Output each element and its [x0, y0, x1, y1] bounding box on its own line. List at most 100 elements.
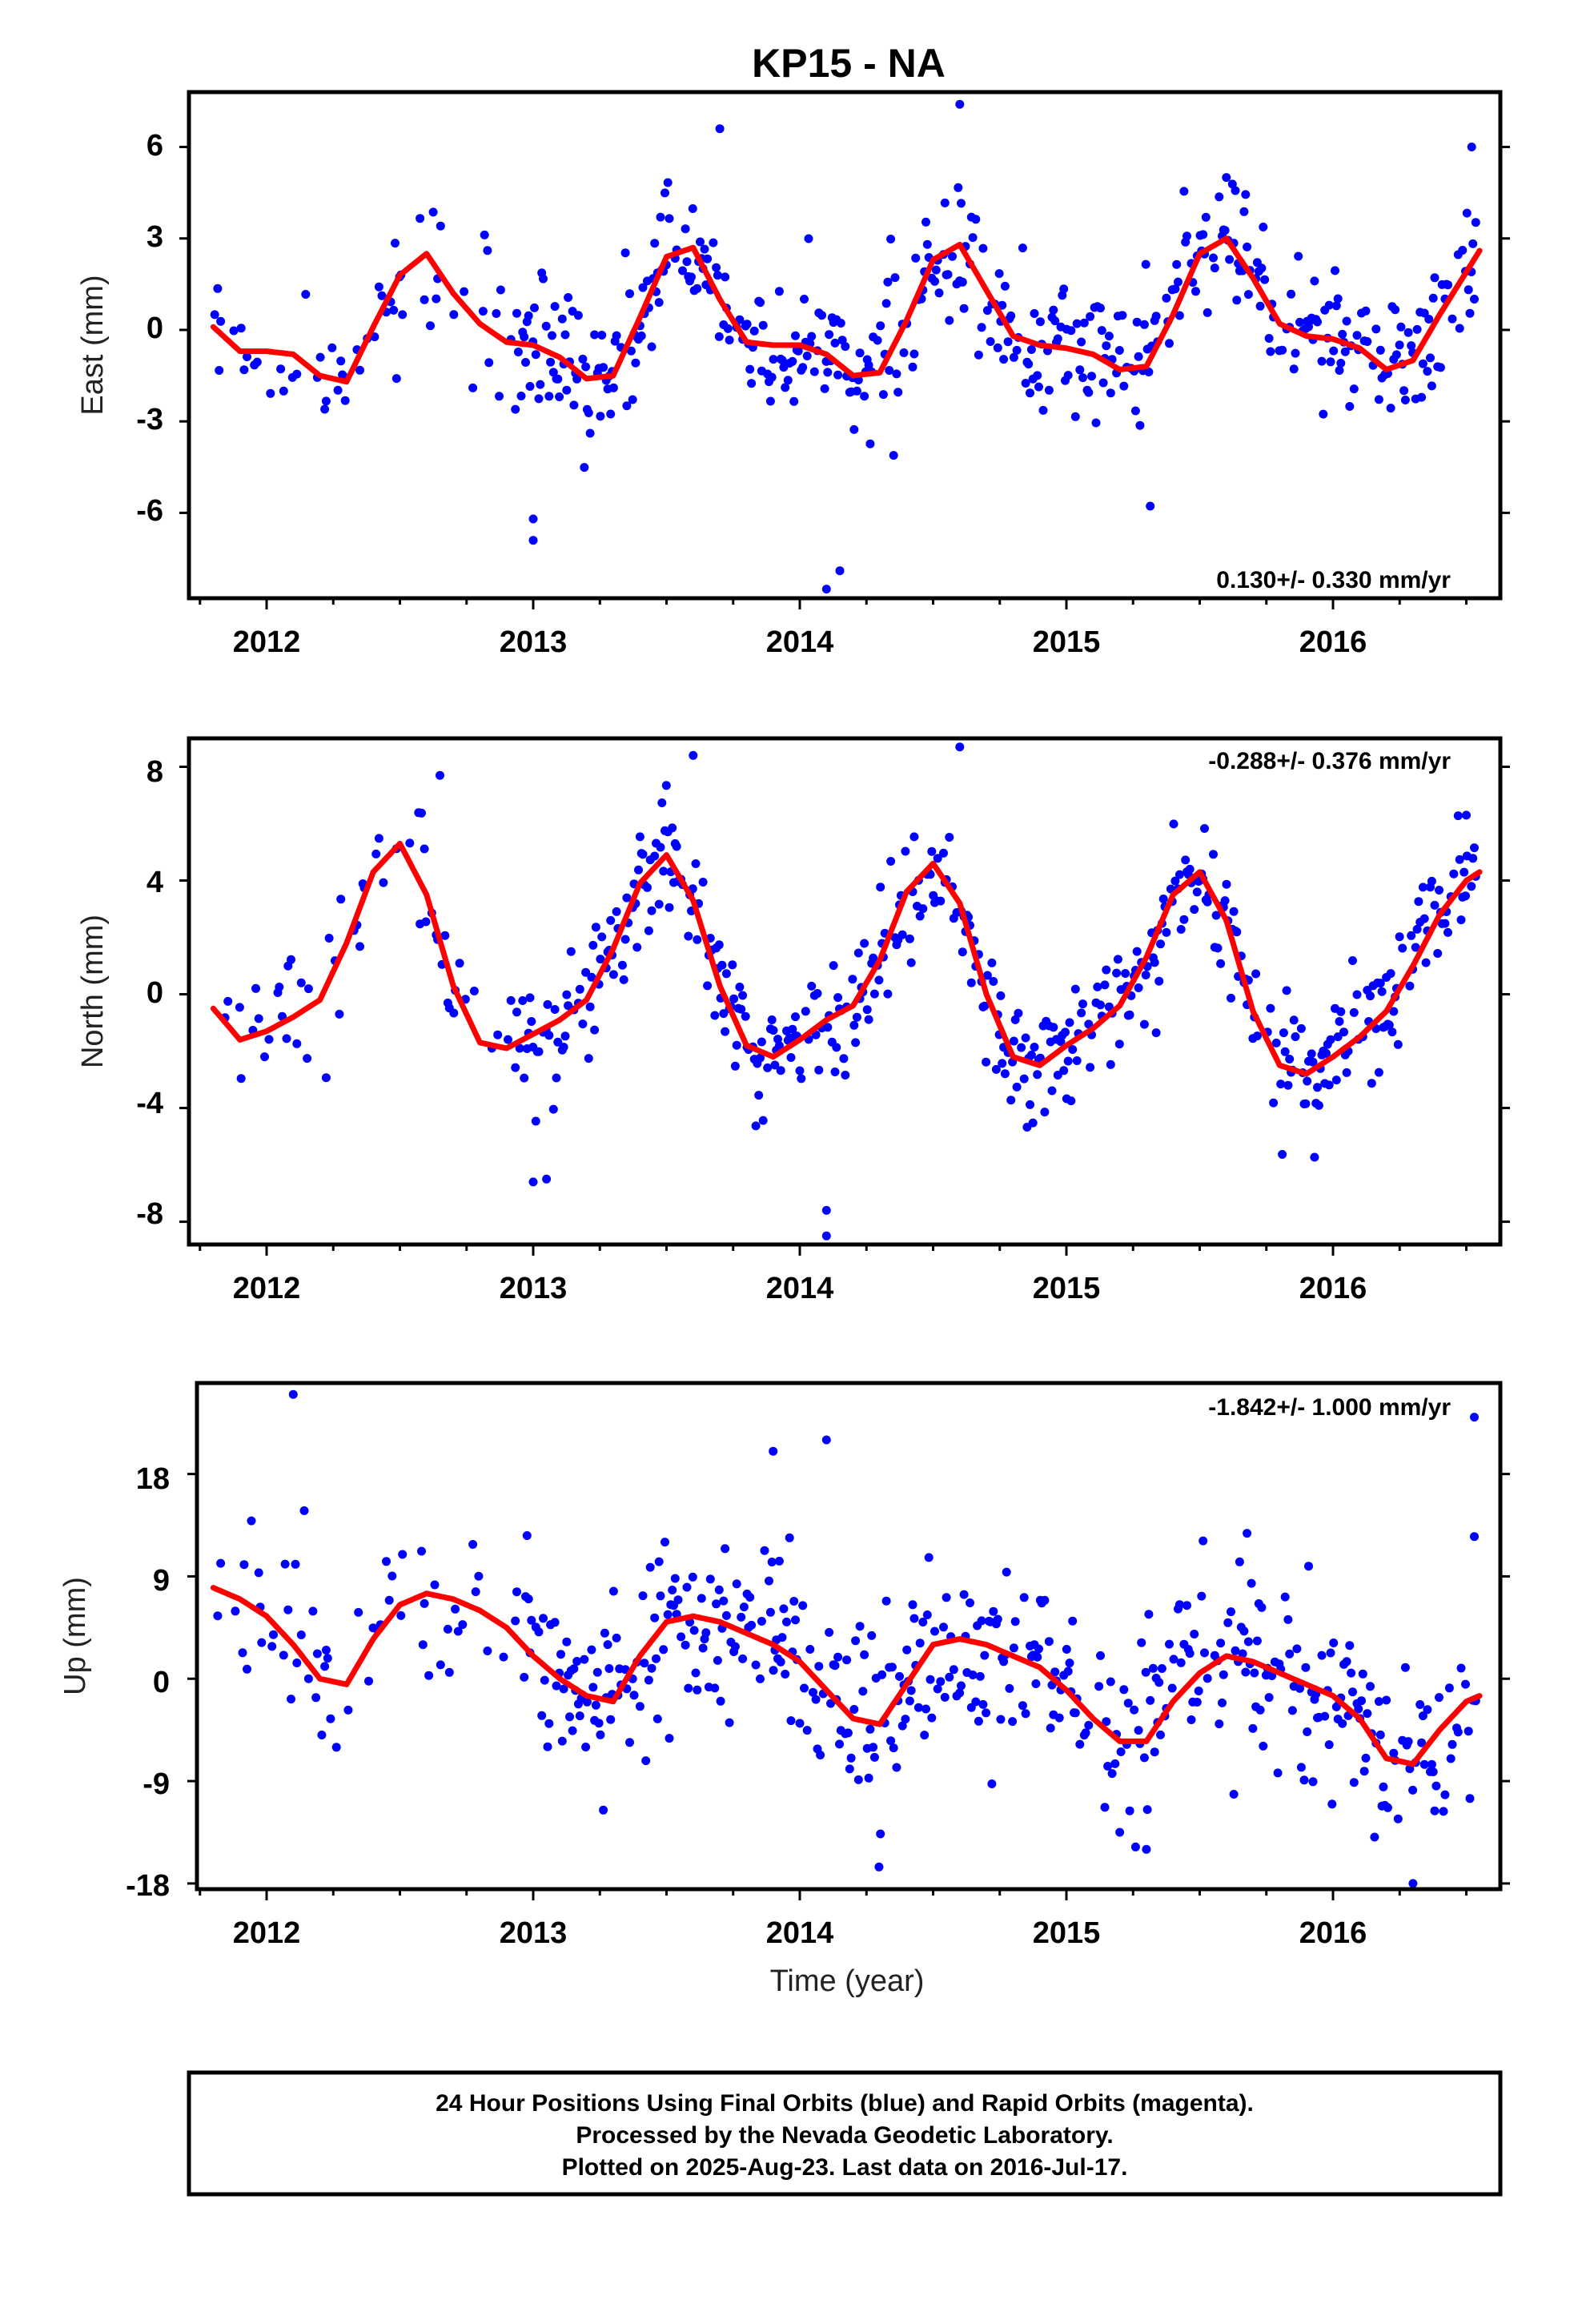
data-point: [1324, 1740, 1334, 1750]
data-point: [1336, 359, 1346, 368]
data-point: [1132, 317, 1142, 327]
data-point: [216, 316, 226, 326]
data-point: [769, 355, 778, 364]
data-point: [521, 358, 530, 367]
data-point: [1359, 1767, 1369, 1776]
data-point: [1391, 305, 1400, 315]
data-point: [239, 1560, 249, 1570]
up-y-tick-label: -18: [126, 1869, 170, 1903]
data-point: [757, 1617, 766, 1626]
data-point: [688, 204, 697, 213]
data-point: [1010, 1617, 1020, 1626]
data-point: [603, 1640, 612, 1650]
data-point: [687, 272, 696, 282]
data-point: [1313, 317, 1322, 327]
data-point: [876, 883, 885, 892]
data-point: [1348, 956, 1357, 965]
data-point: [924, 1553, 934, 1562]
data-point: [1123, 1699, 1133, 1708]
data-point: [1331, 1076, 1341, 1085]
data-point: [698, 878, 708, 887]
up-x-tick-labels: 2012 2013 2014 2015 2016: [233, 1916, 1367, 1950]
data-point: [659, 866, 669, 876]
data-point: [557, 1736, 567, 1746]
data-point: [449, 310, 459, 320]
data-point: [785, 1533, 794, 1542]
data-point: [1322, 1048, 1331, 1058]
data-point: [927, 846, 937, 856]
data-point: [1141, 971, 1150, 979]
data-point: [565, 1712, 574, 1722]
data-point: [1386, 404, 1395, 413]
data-point: [588, 940, 598, 950]
data-point: [1400, 1663, 1410, 1672]
data-point: [741, 1011, 750, 1021]
data-point: [862, 1005, 872, 1015]
data-point: [713, 271, 722, 280]
data-point: [1174, 1600, 1184, 1610]
data-point: [886, 1736, 896, 1746]
data-point: [299, 1506, 309, 1515]
data-point: [612, 331, 621, 340]
data-point: [638, 850, 648, 859]
data-point: [757, 1037, 766, 1047]
data-point: [1384, 1020, 1394, 1030]
data-point: [522, 1531, 532, 1540]
data-point: [229, 326, 239, 336]
data-point: [608, 383, 618, 392]
data-point: [1139, 1753, 1149, 1763]
data-point: [1398, 943, 1407, 953]
data-point: [1280, 1592, 1290, 1602]
data-point: [539, 1614, 548, 1623]
north-y-axis-label: North (mm): [76, 915, 110, 1068]
data-point: [1447, 314, 1457, 324]
data-point: [703, 254, 713, 263]
data-point: [957, 199, 966, 208]
data-point: [876, 1829, 885, 1839]
data-point: [751, 1121, 761, 1131]
data-point: [652, 1654, 661, 1663]
data-point: [552, 1073, 561, 1083]
data-point: [721, 1027, 730, 1036]
data-point: [716, 1696, 725, 1706]
data-point: [1383, 1803, 1392, 1812]
data-point: [1458, 246, 1468, 255]
panel-north: -0.288+/- 0.376 mm/yr North (mm) 8 4 0 -…: [76, 736, 1510, 1305]
data-point: [1050, 1667, 1060, 1677]
data-point: [1338, 1719, 1347, 1728]
data-point: [1335, 1017, 1344, 1026]
data-point: [1243, 290, 1253, 300]
data-point: [795, 1719, 805, 1728]
data-point: [901, 1715, 910, 1724]
data-point: [728, 960, 737, 970]
data-point: [1456, 915, 1466, 925]
data-point: [795, 1066, 805, 1076]
data-point: [1358, 1669, 1367, 1679]
data-point: [926, 1675, 935, 1684]
data-point: [1260, 275, 1270, 284]
data-point: [1333, 294, 1343, 304]
data-point: [833, 993, 843, 1003]
data-point: [638, 1591, 648, 1601]
data-point: [735, 983, 745, 991]
data-point: [235, 1003, 244, 1012]
data-point: [544, 1719, 554, 1728]
data-point: [1301, 1663, 1311, 1672]
data-point: [644, 926, 653, 935]
data-point: [1059, 1066, 1069, 1076]
data-point: [421, 917, 431, 927]
data-point: [672, 842, 681, 851]
data-point: [980, 1001, 990, 1011]
data-point: [644, 1675, 653, 1685]
data-point: [804, 234, 813, 243]
data-point: [315, 352, 325, 362]
data-point: [745, 1593, 755, 1602]
data-point: [323, 1654, 332, 1663]
data-point: [236, 324, 246, 333]
data-point: [1102, 341, 1111, 351]
data-point: [791, 1615, 800, 1625]
data-point: [800, 295, 809, 304]
data-point: [1361, 1753, 1371, 1763]
data-point: [391, 239, 400, 248]
data-point: [1468, 239, 1478, 248]
